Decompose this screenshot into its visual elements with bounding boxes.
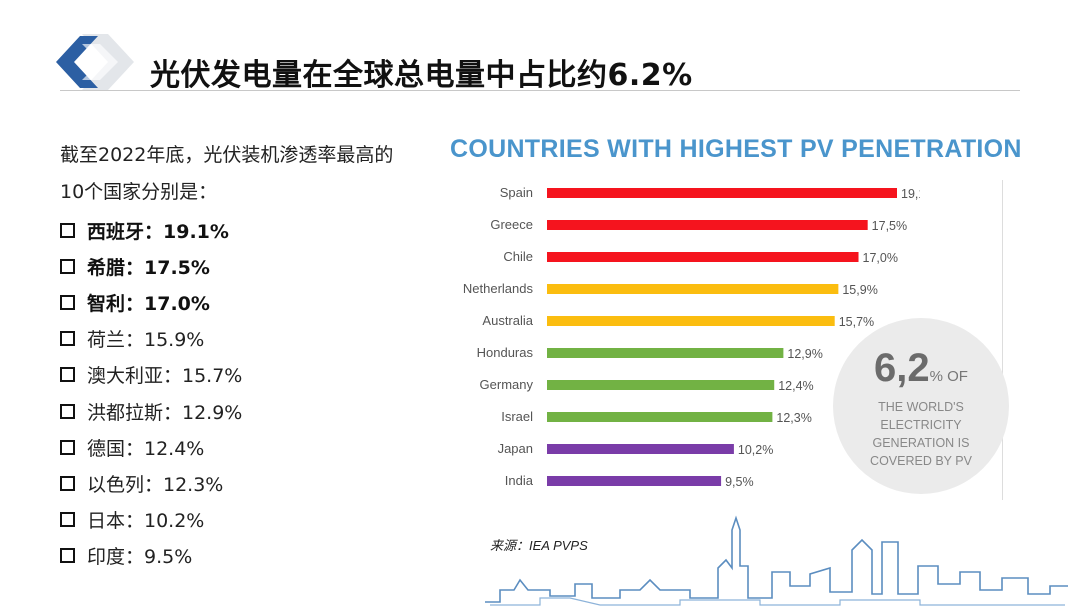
data-label: 17,0% [863, 251, 898, 265]
list-item: 印度：9.5% [60, 538, 242, 574]
tick-label: Germany [480, 377, 534, 392]
title-divider [60, 90, 1020, 91]
list-item: 德国：12.4% [60, 429, 242, 465]
checkbox-square-icon [60, 548, 75, 564]
country-list: 西班牙：19.1% 希腊：17.5% 智利：17.0% 荷兰：15.9% 澳大利亚：15… [60, 212, 242, 574]
list-item: 澳大利亚：15.7% [60, 357, 242, 393]
list-item-text: 德国：12.4% [87, 437, 205, 460]
bar [547, 380, 775, 390]
list-item: 洪都拉斯：12.9% [60, 393, 242, 429]
list-item-text: 洪都拉斯：12.9% [87, 401, 243, 424]
bar [547, 188, 897, 198]
data-label: 15,7% [839, 315, 874, 329]
list-item-text: 以色列：12.3% [87, 473, 224, 496]
checkbox-square-icon [60, 294, 75, 310]
tick-label: India [505, 473, 534, 488]
checkbox-square-icon [60, 222, 75, 238]
list-item: 西班牙：19.1% [60, 212, 242, 248]
data-label: 17,5% [872, 219, 907, 233]
checkbox-square-icon [60, 439, 75, 455]
list-item-text: 西班牙：19.1% [87, 220, 229, 243]
bar [547, 252, 859, 262]
callout-value-row: 6,2% OF [833, 346, 1009, 391]
data-label: 12,9% [787, 347, 822, 361]
intro-text: 截至2022年底，光伏装机渗透率最高的10个国家分别是： [60, 144, 394, 203]
list-item-text: 日本：10.2% [87, 510, 205, 533]
data-label: 12,4% [778, 379, 813, 393]
data-label: 15,9% [842, 283, 877, 297]
bar [547, 220, 868, 230]
list-item: 智利：17.0% [60, 284, 242, 320]
checkbox-square-icon [60, 367, 75, 383]
bar [547, 284, 839, 294]
data-label: 9,5% [725, 475, 754, 489]
tick-label: Greece [490, 217, 533, 232]
data-label: 12,3% [776, 411, 811, 425]
data-label: 19,1% [901, 187, 920, 201]
bar [547, 348, 784, 358]
callout-text: THE WORLD'S ELECTRICITY GENERATION IS CO… [870, 400, 972, 468]
tick-label: Japan [498, 441, 533, 456]
bar-chart: Spain 19,1% Greece 17,5% Chile 17,0% Netherlan… [463, 185, 920, 489]
bar [547, 316, 835, 326]
skyline-icon [485, 515, 1068, 606]
tick-label: Netherlands [463, 281, 534, 296]
tick-label: Chile [503, 249, 533, 264]
tick-label: Israel [501, 409, 533, 424]
bar [547, 476, 722, 486]
tick-label: Honduras [477, 345, 534, 360]
list-item: 日本：10.2% [60, 502, 242, 538]
list-item: 荷兰：15.9% [60, 321, 242, 357]
list-item: 希腊：17.5% [60, 248, 242, 284]
list-item-text: 希腊：17.5% [87, 256, 210, 279]
chart-divider [1002, 180, 1003, 500]
list-item-text: 澳大利亚：15.7% [87, 365, 243, 388]
list-item: 以色列：12.3% [60, 465, 242, 501]
source-note: 来源：IEA PVPS [490, 538, 588, 553]
list-item-text: 荷兰：15.9% [87, 329, 205, 352]
tick-label: Australia [482, 313, 533, 328]
callout-value: 6,2 [874, 346, 930, 390]
checkbox-square-icon [60, 258, 75, 274]
data-label: 10,2% [738, 443, 773, 457]
checkbox-square-icon [60, 512, 75, 528]
bar [547, 412, 773, 422]
tick-label: Spain [500, 185, 533, 200]
list-item-text: 智利：17.0% [87, 292, 210, 315]
checkbox-square-icon [60, 331, 75, 347]
chart-title: COUNTRIES WITH HIGHEST PV PENETRATION [450, 135, 1022, 163]
page-title: 光伏发电量在全球总电量中占比约6.2% [150, 58, 693, 93]
list-item-text: 印度：9.5% [87, 546, 193, 569]
logo-icon [56, 34, 134, 90]
bar [547, 444, 734, 454]
callout-circle: 6,2% OF THE WORLD'S ELECTRICITY GENERATI… [833, 318, 1009, 494]
checkbox-square-icon [60, 475, 75, 491]
callout-unit: % OF [929, 368, 968, 385]
checkbox-square-icon [60, 403, 75, 419]
